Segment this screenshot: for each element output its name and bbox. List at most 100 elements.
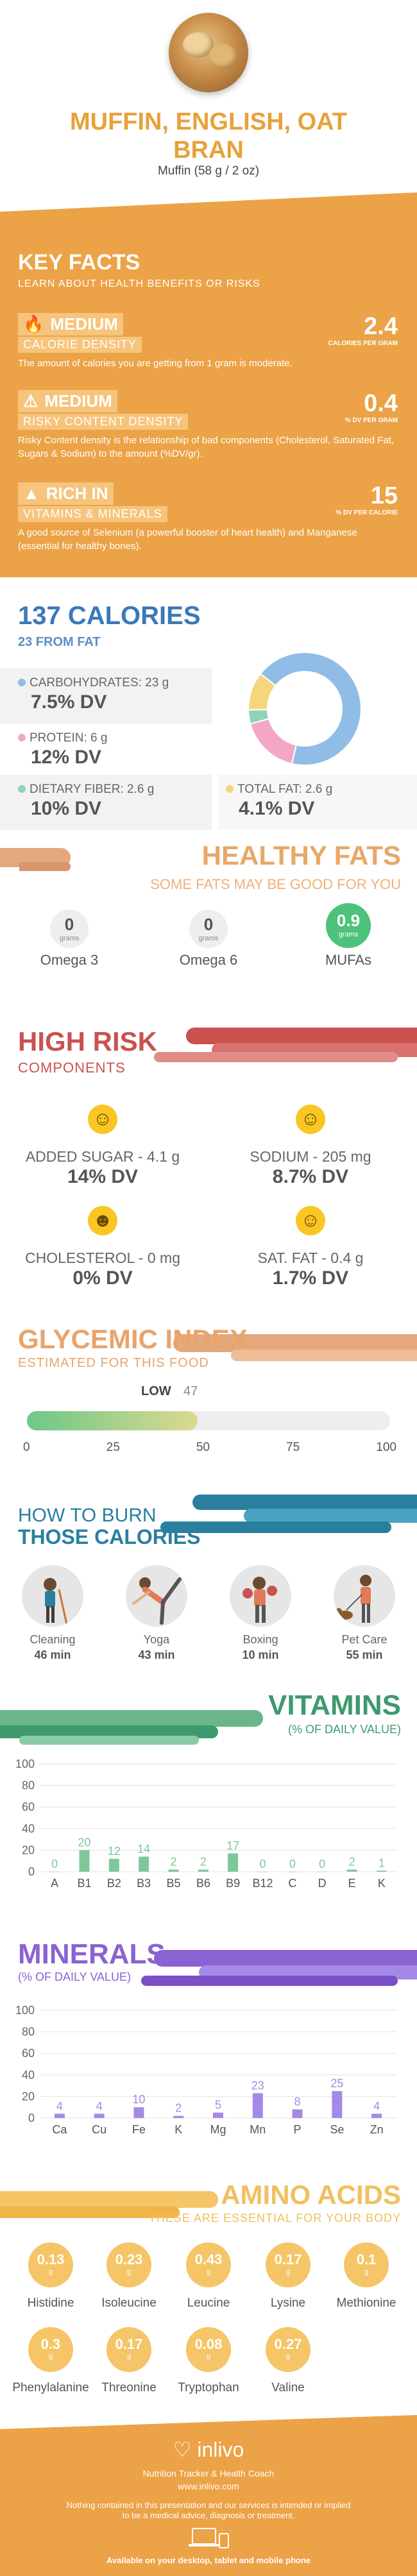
- gi-level: LOW: [141, 1384, 171, 1398]
- vitamin-category-label: B9: [226, 1877, 240, 1890]
- amino-unit: g: [48, 2268, 53, 2276]
- burn-stripe-1: [192, 1495, 417, 1510]
- cleaning-minutes: 46 min: [34, 1648, 71, 1661]
- carbs-label: CARBOHYDRATES: 23 g: [18, 676, 169, 690]
- gi-tick: 75: [286, 1441, 300, 1454]
- minerals-subtitle: (% OF DAILY VALUE): [18, 1970, 132, 1983]
- vitamin-category-label: B1: [77, 1877, 91, 1890]
- gi-tick: 0: [23, 1441, 30, 1454]
- high-risk-title: HIGH RISK: [18, 1026, 158, 1056]
- boxing-label: Boxing: [243, 1633, 278, 1646]
- omega6-bubble: 0 grams: [189, 910, 228, 948]
- vitamin-bar-b9: [228, 1853, 239, 1872]
- minerals-chart: 0 20 40 60 80 100 4 Ca 4 Cu 10 Fe 2 K 5 Mg 23 Mn 8 P 25 Se 4 Zn: [15, 2004, 396, 2136]
- amino-unit: g: [285, 2268, 291, 2276]
- vitamin-category-label: A: [51, 1877, 58, 1890]
- cleaning-label: Cleaning: [30, 1633, 76, 1646]
- calories-title: 137 CALORIES: [18, 602, 201, 630]
- vitamins-stripe-1: [0, 1710, 263, 1727]
- vitamin-bar-b2: [108, 1858, 119, 1872]
- mineral-bar-mg: [213, 2112, 223, 2118]
- vitamin-category-label: C: [288, 1877, 296, 1890]
- fat-label: TOTAL FAT: 2.6 g: [226, 783, 332, 797]
- amino-value: 0.17: [274, 2251, 302, 2267]
- mineral-category-label: Se: [330, 2123, 344, 2136]
- vitamin-value-label: 0: [319, 1858, 325, 1870]
- vitamin-category-label: B6: [196, 1877, 210, 1890]
- gi-tick: 50: [196, 1441, 210, 1454]
- vitamin-bar-e: [346, 1869, 357, 1872]
- vitamins-fact-unit: % DV PER CALORIE: [336, 509, 398, 516]
- burn-stripe-2: [244, 1509, 417, 1523]
- vitamin-ytick: 0: [28, 1865, 35, 1878]
- mineral-category-label: P: [294, 2123, 302, 2136]
- cholesterol-label: CHOLESTEROL - 0 mg: [25, 1250, 180, 1266]
- fat-dv: 4.1% DV: [239, 798, 315, 819]
- risky-content-value: 0.4: [364, 390, 398, 417]
- glycemic-title: GLYCEMIC INDEX: [18, 1324, 248, 1354]
- mineral-value-label: 4: [373, 2099, 380, 2112]
- risk-stripe-3: [154, 1052, 398, 1062]
- pet-care-icon: [334, 1565, 395, 1627]
- mineral-bar-se: [332, 2091, 343, 2118]
- calorie-density-desc: The amount of calories you are getting f…: [18, 358, 293, 369]
- amino-value: 0.3: [40, 2336, 61, 2352]
- warning-icon: ⚠: [18, 390, 44, 412]
- fiber-label: DIETARY FIBER: 2.6 g: [18, 783, 154, 797]
- burn-title-2: THOSE CALORIES: [18, 1525, 201, 1548]
- yoga-label: Yoga: [143, 1633, 170, 1646]
- amino-unit: g: [285, 2353, 291, 2360]
- vitamins-subtitle: (% OF DAILY VALUE): [287, 1723, 401, 1736]
- vitamin-bar-b1: [79, 1850, 90, 1872]
- vitamin-ytick: 20: [22, 1843, 35, 1856]
- vitamin-value-label: 12: [108, 1845, 121, 1858]
- gi-axis: 0 25 50 75 100: [23, 1441, 396, 1455]
- footer-disclaimer-1: Nothing contained in this presentation a…: [66, 2500, 351, 2510]
- vitamin-bar-b5: [168, 1869, 179, 1872]
- mineral-bar-k: [173, 2115, 184, 2118]
- amino-value: 0.43: [194, 2251, 223, 2267]
- sodium-label: SODIUM - 205 mg: [250, 1148, 371, 1165]
- vitamin-value-label: 14: [137, 1842, 150, 1855]
- macro-donut-chart: [247, 652, 362, 766]
- gi-fill-bar: [27, 1411, 198, 1430]
- vitamins-stripe-2: [0, 1725, 218, 1738]
- amino-unit: g: [126, 2268, 132, 2276]
- vitamin-value-label: 20: [78, 1836, 90, 1849]
- vitamin-value-label: 0: [289, 1858, 296, 1870]
- tryptophan-label: Tryptophan: [178, 2381, 239, 2394]
- vitamin-value-label: 17: [226, 1839, 239, 1852]
- mineral-ytick: 60: [22, 2047, 35, 2060]
- footer: [0, 2415, 417, 2576]
- fact-label: RISKY CONTENT DENSITY: [18, 414, 189, 430]
- fat-dot: [226, 785, 234, 793]
- vitamin-category-label: B12: [252, 1877, 273, 1890]
- donut-slice-carbs: [259, 652, 362, 766]
- isoleucine-bubble: 0.23 g: [106, 2242, 151, 2287]
- amino-value: 0.1: [356, 2251, 377, 2267]
- phenylalanine-label: Phenylalanine: [12, 2381, 89, 2394]
- mineral-category-label: Mn: [250, 2123, 266, 2136]
- yoga-icon: [126, 1565, 187, 1627]
- footer-tagline: Nutrition Tracker & Health Coach: [142, 2468, 275, 2479]
- flame-icon: ▲: [18, 482, 45, 505]
- sat-fat-label: SAT. FAT - 0.4 g: [257, 1250, 364, 1266]
- level-label: MEDIUM: [43, 390, 117, 412]
- mineral-bar-ca: [54, 2114, 65, 2118]
- mineral-ytick: 40: [22, 2069, 35, 2081]
- omega3-value: 0: [64, 915, 74, 934]
- healthy-fats-stripe-2: [19, 862, 71, 871]
- fat-label-text: TOTAL FAT: 2.6 g: [237, 783, 333, 796]
- level-label: RICH IN: [44, 482, 114, 505]
- mineral-ytick: 100: [15, 2004, 35, 2017]
- vitamin-value-label: 0: [51, 1858, 58, 1870]
- burn-title-1: HOW TO BURN: [18, 1505, 157, 1526]
- footer-url[interactable]: www.inlivo.com: [178, 2481, 239, 2491]
- key-facts-title: KEY FACTS: [18, 250, 140, 275]
- threonine-label: Threonine: [101, 2381, 157, 2394]
- amino-title: AMINO ACIDS: [221, 2180, 401, 2210]
- mineral-bar-cu: [94, 2114, 105, 2118]
- mineral-value-label: 8: [294, 2096, 301, 2108]
- carbs-dot: [18, 679, 26, 686]
- key-facts-subtitle: LEARN ABOUT HEALTH BENEFITS OR RISKS: [18, 278, 260, 289]
